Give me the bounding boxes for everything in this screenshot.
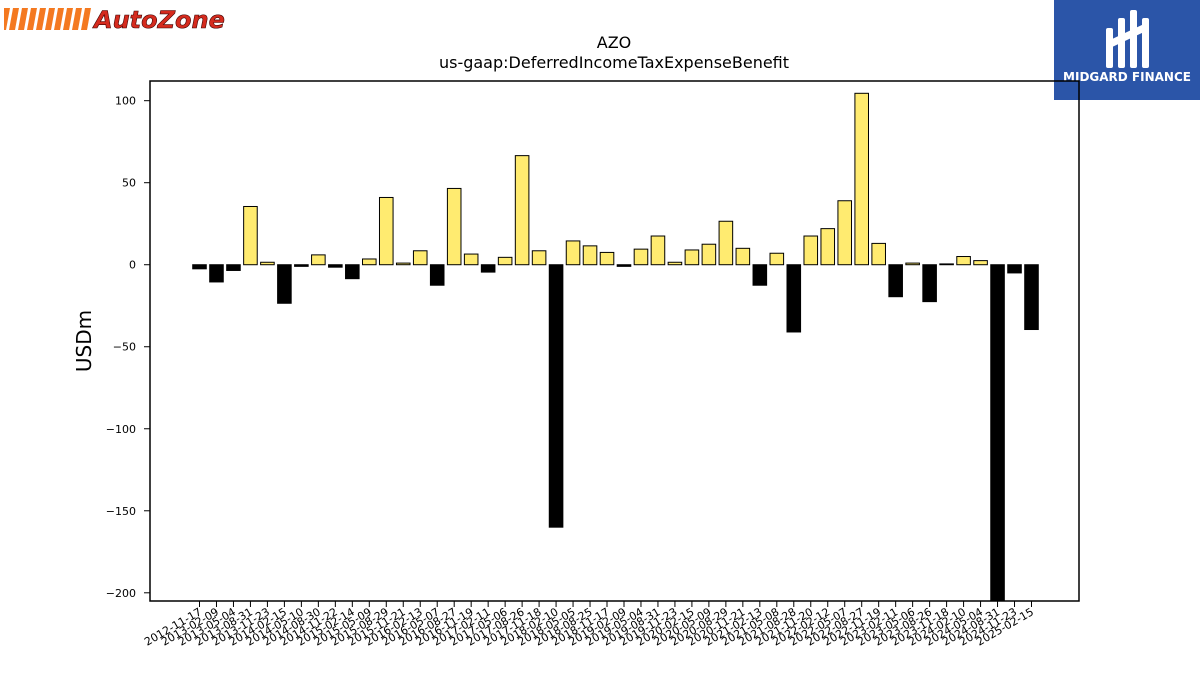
bar-2023-05-06 bbox=[905, 262, 920, 266]
y-tick-label: 100 bbox=[115, 95, 136, 108]
chart-title: AZO bbox=[597, 33, 632, 52]
bar-2024-02-10 bbox=[956, 256, 971, 266]
y-axis: 100 50 0 −50 −100 −150 −200 bbox=[106, 95, 150, 600]
bar-2018-02-10 bbox=[548, 264, 564, 528]
bar-2019-05-04 bbox=[633, 248, 649, 266]
autozone-stripes bbox=[4, 8, 91, 30]
bar-2013-02-09 bbox=[209, 264, 224, 283]
y-tick-label: −100 bbox=[106, 423, 136, 436]
midgard-finance-logo: MIDGARD FINANCE bbox=[1054, 0, 1200, 100]
bar-2022-08-27 bbox=[854, 92, 869, 266]
bar-2015-02-14 bbox=[345, 264, 360, 280]
bar-2015-05-09 bbox=[362, 258, 377, 266]
bar-2020-11-21 bbox=[735, 247, 751, 266]
bar-2020-05-09 bbox=[701, 243, 717, 266]
y-tick-label: 50 bbox=[122, 177, 136, 190]
bar-series bbox=[192, 92, 1039, 602]
bar-2013-08-31 bbox=[243, 205, 258, 266]
bar-2013-05-04 bbox=[226, 264, 241, 271]
bar-2023-08-26 bbox=[922, 264, 937, 303]
bar-2021-08-28 bbox=[786, 264, 802, 333]
y-tick-label: −50 bbox=[113, 341, 136, 354]
bar-2015-08-29 bbox=[378, 196, 394, 266]
autozone-wordmark: AutoZone bbox=[92, 6, 225, 34]
bar-2019-02-09 bbox=[616, 264, 632, 267]
bar-2016-08-27 bbox=[446, 187, 462, 266]
bar-2013-11-23 bbox=[260, 261, 275, 266]
bar-2015-11-21 bbox=[395, 262, 411, 266]
bar-2022-02-12 bbox=[820, 228, 836, 266]
bar-2014-05-10 bbox=[294, 264, 309, 267]
bar-2017-05-06 bbox=[497, 256, 513, 266]
bar-2014-11-22 bbox=[328, 264, 343, 268]
y-tick-label: 0 bbox=[129, 259, 136, 272]
bar-2022-11-19 bbox=[871, 242, 886, 266]
plot-frame bbox=[149, 80, 1080, 602]
bar-2017-08-26 bbox=[514, 155, 530, 266]
bar-2023-02-11 bbox=[888, 264, 903, 298]
y-tick-label: −150 bbox=[106, 505, 136, 518]
x-axis: 2012-11-172013-02-092013-05-042013-08-31… bbox=[142, 601, 1036, 649]
bar-2020-02-15 bbox=[684, 249, 700, 266]
bar-2019-08-31 bbox=[650, 235, 666, 266]
midgard-wordmark: MIDGARD FINANCE bbox=[1063, 70, 1191, 84]
bar-2017-11-18 bbox=[531, 250, 547, 266]
bar-2025-02-15 bbox=[1024, 264, 1039, 331]
bar-2021-05-08 bbox=[769, 252, 785, 266]
bar-2019-11-23 bbox=[667, 261, 683, 266]
bar-2020-08-29 bbox=[718, 220, 734, 266]
autozone-logo: AutoZone bbox=[4, 6, 225, 34]
bar-2024-05-04 bbox=[973, 260, 988, 266]
bar-2016-05-07 bbox=[429, 264, 445, 286]
bar-2021-02-13 bbox=[752, 264, 768, 286]
bar-2023-11-18 bbox=[939, 263, 954, 266]
midgard-emblem-icon bbox=[1106, 10, 1149, 68]
bar-2024-08-31 bbox=[990, 264, 1005, 602]
bar-2017-02-11 bbox=[480, 264, 496, 273]
bar-2016-02-13 bbox=[412, 250, 428, 266]
bar-2022-05-07 bbox=[837, 200, 853, 266]
bar-2012-11-17 bbox=[192, 264, 207, 270]
bar-2018-08-25 bbox=[582, 245, 598, 266]
bar-2024-11-23 bbox=[1007, 264, 1022, 274]
y-axis-label: USDm bbox=[72, 310, 96, 372]
bar-2014-08-30 bbox=[311, 254, 326, 266]
bar-2014-02-15 bbox=[277, 264, 292, 304]
chart-subtitle: us-gaap:DeferredIncomeTaxExpenseBenefit bbox=[439, 53, 789, 72]
y-tick-label: −200 bbox=[106, 587, 136, 600]
bar-2018-05-05 bbox=[565, 240, 581, 266]
bar-2018-11-17 bbox=[599, 251, 615, 266]
bar-2021-11-20 bbox=[803, 235, 819, 266]
bar-2016-11-19 bbox=[463, 253, 479, 266]
